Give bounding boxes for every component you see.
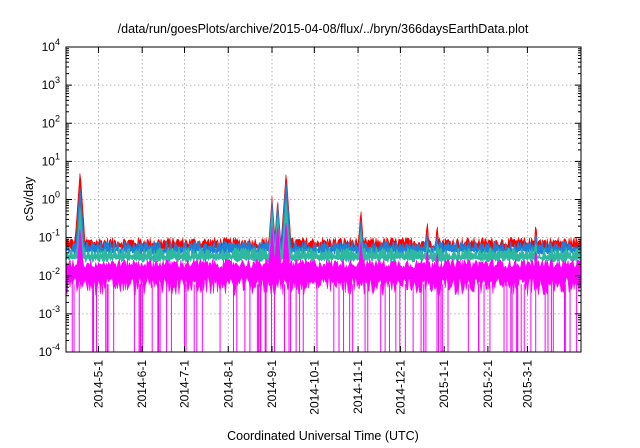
y-tick-label: 103 (42, 75, 60, 92)
y-tick-label: 10-4 (39, 342, 60, 359)
y-tick-label: 102 (42, 113, 60, 130)
x-axis-label: Coordinated Universal Time (UTC) (227, 429, 419, 443)
series-band-0 (65, 173, 582, 252)
x-tick-label: 2015-2-1 (481, 360, 495, 408)
x-tick-label: 2014-9-1 (265, 360, 279, 408)
x-tick-label: 2014-7-1 (178, 360, 192, 408)
x-tick-label: 2015-1-1 (437, 360, 451, 408)
y-tick-label: 10-1 (39, 228, 60, 245)
x-tick-label: 2015-3-1 (520, 360, 534, 408)
x-tick-label: 2014-10-1 (307, 360, 321, 415)
y-axis-label: cSv/day (22, 176, 36, 221)
y-tick-label: 100 (42, 190, 60, 207)
x-tick-label: 2014-5-1 (91, 360, 105, 408)
chart-title: /data/run/goesPlots/archive/2015-04-08/f… (118, 22, 529, 36)
series-layer (65, 173, 582, 352)
y-tick-label: 10-3 (39, 304, 60, 321)
x-tick-label: 2014-8-1 (221, 360, 235, 408)
x-tick-labels: 2014-5-1 2014-6-1 2014-7-1 2014-8-1 2014-9-1… (91, 360, 534, 415)
y-tick-labels: 10-4 10-3 10-2 10-1 100 101 102 103 104 (39, 37, 60, 359)
x-tick-label: 2014-11-1 (351, 360, 365, 414)
series-band-2 (65, 199, 582, 264)
x-tick-label: 2014-12-1 (393, 360, 407, 415)
y-tick-label: 10-2 (39, 266, 60, 283)
y-tick-label: 104 (42, 37, 60, 54)
tick-marks (66, 46, 581, 353)
x-tick-label: 2014-6-1 (135, 360, 149, 408)
y-tick-label: 101 (42, 151, 60, 168)
